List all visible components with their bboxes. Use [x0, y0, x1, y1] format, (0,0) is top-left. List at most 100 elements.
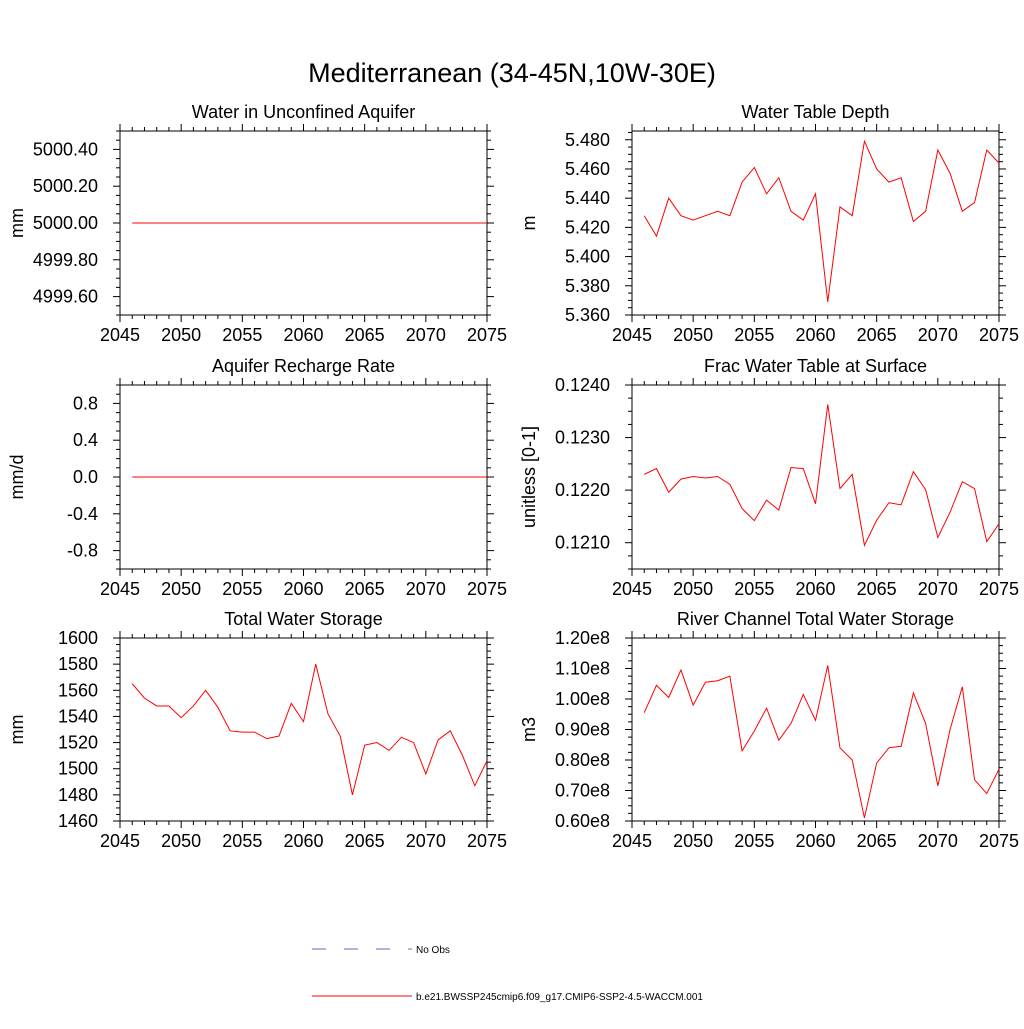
y-tick-label: 0.1210 [555, 533, 610, 553]
chart-panel-4: Frac Water Table at Surface unitless [0-1… [519, 356, 1019, 599]
y-tick-label: -0.8 [67, 541, 98, 561]
y-tick-label: 5.480 [565, 130, 610, 150]
x-tick-label: 2075 [467, 831, 507, 851]
y-tick-label: 0.1220 [555, 480, 610, 500]
x-tick-label: 2065 [345, 325, 385, 345]
chart-title: Frac Water Table at Surface [704, 356, 927, 376]
y-tick-label: -0.4 [67, 504, 98, 524]
chart-title: Water in Unconfined Aquifer [192, 102, 415, 122]
y-tick-label: 0.1240 [555, 375, 610, 395]
x-tick-label: 2055 [222, 831, 262, 851]
x-tick-label: 2065 [857, 831, 897, 851]
x-tick-label: 2060 [795, 831, 835, 851]
x-tick-label: 2060 [795, 325, 835, 345]
x-tick-label: 2055 [222, 579, 262, 599]
x-tick-label: 2070 [918, 831, 958, 851]
legend: No Obs b.e21.BWSSP245cmip6.f09_g17.CMIP6… [312, 945, 703, 1003]
chart-title: Total Water Storage [224, 609, 382, 629]
chart-panel-3: Aquifer Recharge Rate mm/d 2045 2050 2055 206… [7, 356, 507, 599]
y-tick-label: 0.1230 [555, 428, 610, 448]
x-tick-label: 2065 [857, 325, 897, 345]
chart-panel-6: River Channel Total Water Storage m3 2045 2… [519, 609, 1019, 851]
y-tick-label: 1480 [58, 785, 98, 805]
x-tick-label: 2075 [979, 831, 1019, 851]
plot-frame [631, 130, 1000, 316]
y-tick-label: 0.4 [73, 430, 98, 450]
x-tick-label: 2045 [100, 325, 140, 345]
x-tick-label: 2065 [857, 579, 897, 599]
y-tick-label: 0.70e8 [555, 781, 610, 801]
y-axis-label: mm [7, 715, 27, 745]
chart-title: Aquifer Recharge Rate [212, 356, 395, 376]
y-axis-label: mm/d [7, 455, 27, 500]
x-tick-label: 2075 [467, 325, 507, 345]
y-tick-label: 1520 [58, 733, 98, 753]
x-tick-label: 2070 [406, 579, 446, 599]
x-tick-label: 2060 [283, 325, 323, 345]
x-tick-label: 2050 [161, 325, 201, 345]
x-tick-label: 2070 [918, 579, 958, 599]
x-tick-label: 2075 [979, 325, 1019, 345]
x-tick-label: 2045 [100, 831, 140, 851]
y-tick-label: 4999.60 [33, 287, 98, 307]
y-tick-label: 5.440 [565, 188, 610, 208]
x-tick-label: 2055 [222, 325, 262, 345]
x-tick-label: 2060 [283, 831, 323, 851]
x-tick-label: 2055 [734, 831, 774, 851]
x-tick-label: 2070 [918, 325, 958, 345]
x-tick-label: 2075 [467, 579, 507, 599]
x-tick-label: 2045 [612, 325, 652, 345]
y-tick-label: 1600 [58, 628, 98, 648]
chart-title: Water Table Depth [741, 102, 889, 122]
legend-model-label: b.e21.BWSSP245cmip6.f09_g17.CMIP6-SSP2-4… [416, 992, 703, 1003]
chart-panel-1: Water in Unconfined Aquifer mm 2045 2050 205… [7, 102, 507, 345]
x-tick-label: 2055 [734, 325, 774, 345]
x-tick-label: 2050 [673, 325, 713, 345]
y-tick-label: 0.8 [73, 393, 98, 413]
y-tick-label: 5.400 [565, 247, 610, 267]
series-line-model [644, 404, 1000, 547]
series-line-model [131, 664, 488, 795]
x-tick-label: 2065 [345, 579, 385, 599]
x-tick-label: 2045 [612, 831, 652, 851]
y-axis-label: unitless [0-1] [519, 426, 539, 528]
y-tick-label: 1580 [58, 654, 98, 674]
page-title: Mediterranean (34-45N,10W-30E) [308, 58, 716, 88]
y-axis-label: mm [7, 208, 27, 238]
x-tick-label: 2070 [406, 325, 446, 345]
x-tick-label: 2070 [406, 831, 446, 851]
y-tick-label: 5.420 [565, 217, 610, 237]
y-tick-label: 0.60e8 [555, 811, 610, 831]
y-axis-label: m [519, 216, 539, 231]
y-tick-label: 5.380 [565, 276, 610, 296]
y-tick-label: 5000.00 [33, 213, 98, 233]
x-tick-label: 2060 [283, 579, 323, 599]
y-tick-label: 1540 [58, 706, 98, 726]
y-tick-label: 5.460 [565, 159, 610, 179]
y-tick-label: 1.20e8 [555, 628, 610, 648]
x-tick-label: 2065 [345, 831, 385, 851]
plot-frame [631, 637, 1000, 822]
y-tick-label: 1.10e8 [555, 659, 610, 679]
y-tick-label: 5000.40 [33, 139, 98, 159]
y-tick-label: 1.00e8 [555, 689, 610, 709]
y-tick-label: 5.360 [565, 305, 610, 325]
chart-panel-5: Total Water Storage mm 2045 2050 2055 2060 206… [7, 609, 507, 851]
y-tick-label: 1500 [58, 759, 98, 779]
plot-frame [631, 384, 1000, 570]
x-tick-label: 2055 [734, 579, 774, 599]
y-tick-label: 1560 [58, 680, 98, 700]
x-tick-label: 2050 [673, 579, 713, 599]
panel-grid: Water in Unconfined Aquifer mm 2045 2050 205… [7, 102, 1019, 851]
y-tick-label: 0.90e8 [555, 720, 610, 740]
y-tick-label: 0.0 [73, 467, 98, 487]
x-tick-label: 2050 [161, 831, 201, 851]
x-tick-label: 2050 [161, 579, 201, 599]
series-line-model [643, 139, 1000, 302]
y-axis-label: m3 [519, 717, 539, 742]
y-tick-label: 4999.80 [33, 250, 98, 270]
x-tick-label: 2075 [979, 579, 1019, 599]
chart-panel-2: Water Table Depth m 2045 2050 2055 2060 2065 20… [519, 102, 1019, 345]
